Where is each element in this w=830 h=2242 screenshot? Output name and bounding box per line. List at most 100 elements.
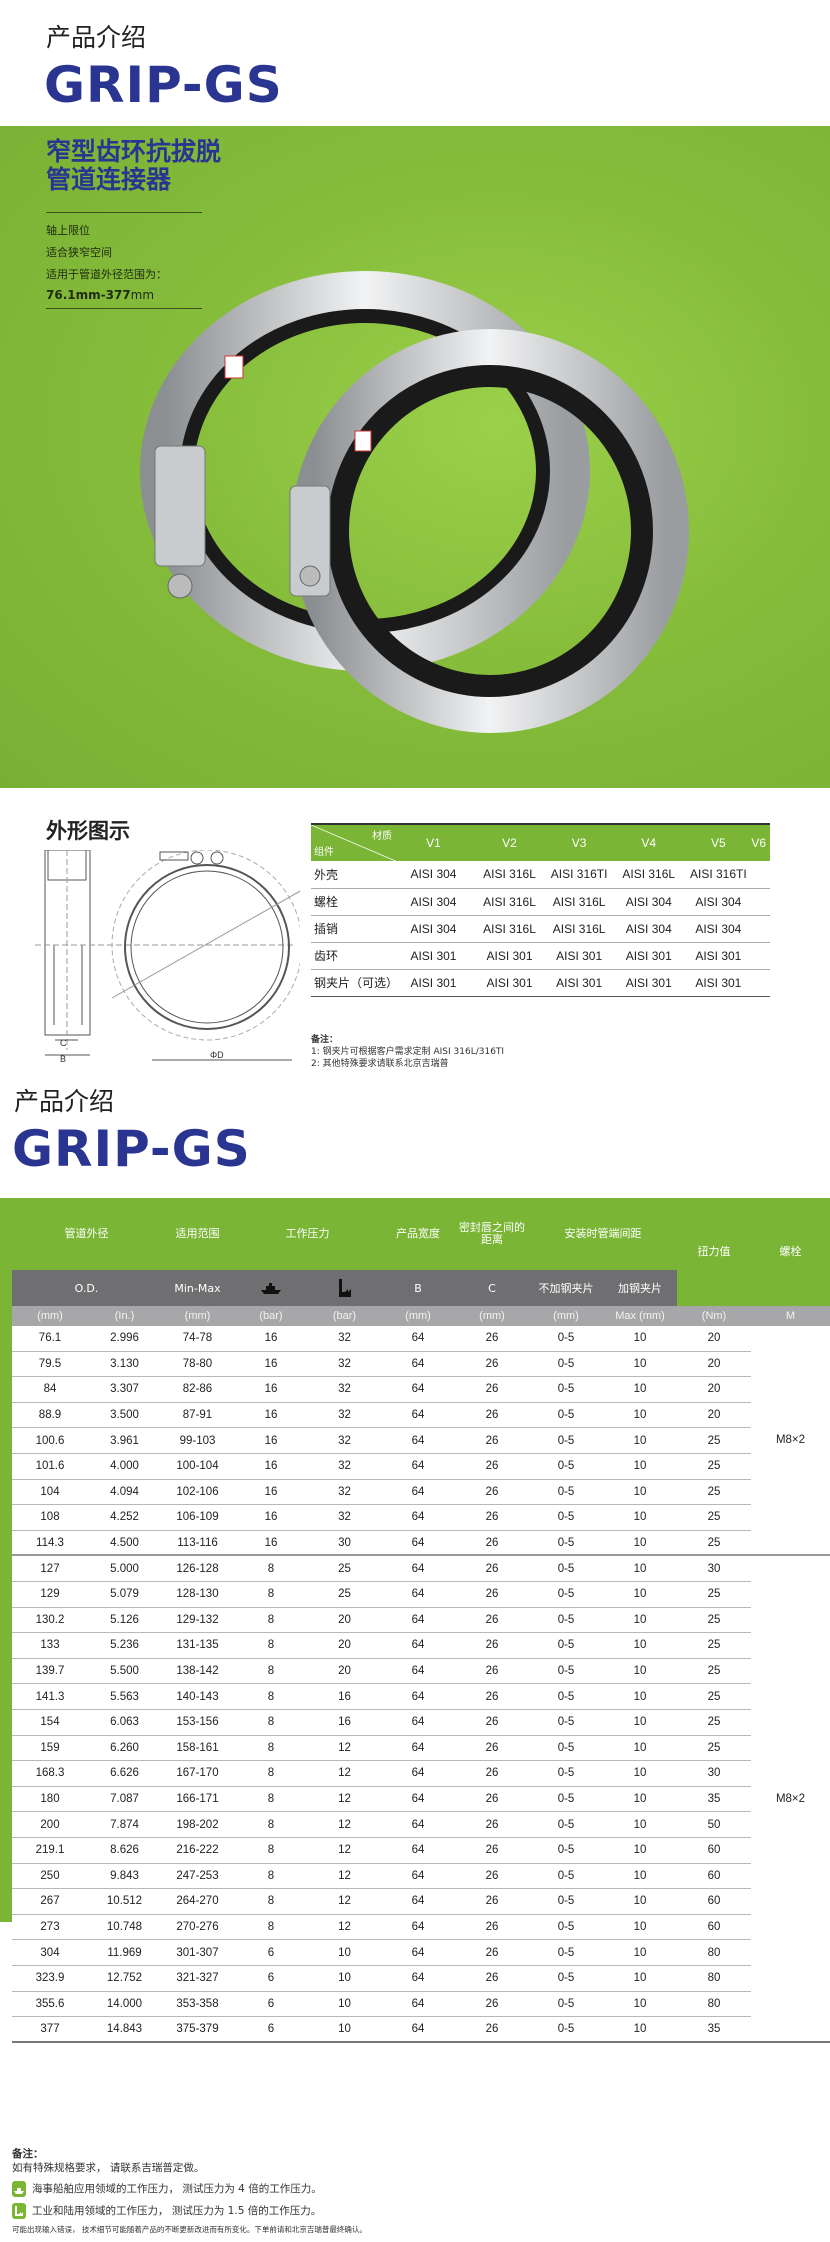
table-row: 355.6 14.000 353-358 6 10 64 26 0-5 10 80 <box>12 1992 751 2018</box>
table-cell: 10.512 <box>106 1895 143 1908</box>
table-cell: 304 <box>40 1946 60 1959</box>
table-row: 154 6.063 153-156 8 16 64 26 0-5 10 25 <box>12 1710 751 1736</box>
component-name: 齿环 <box>311 942 398 970</box>
table-cell: 64 <box>411 1946 425 1959</box>
table-cell: 26 <box>485 1767 499 1780</box>
table-cell: 5.000 <box>110 1562 139 1575</box>
table-cell: 32 <box>338 1434 351 1447</box>
table-cell: 8 <box>267 1895 275 1908</box>
table-cell: 10 <box>338 1972 351 1985</box>
section-kicker: 产品介绍 <box>46 23 147 52</box>
table-cell: 0-5 <box>557 2022 575 2035</box>
table-cell: 14.000 <box>106 1997 143 2010</box>
table-cell: 26 <box>485 1716 499 1729</box>
table-cell: 30 <box>338 1536 351 1549</box>
table-cell: 26 <box>485 1639 499 1652</box>
table-cell: 12 <box>338 1869 351 1882</box>
table-row: 100.6 3.961 99-103 16 32 64 26 0-5 10 25 <box>12 1428 751 1454</box>
table-cell: 25 <box>707 1588 721 1601</box>
table-cell: 126-128 <box>176 1562 219 1575</box>
table-cell: 64 <box>411 1741 425 1754</box>
table-row: 129 5.079 128-130 8 25 64 26 0-5 10 25 <box>12 1582 751 1608</box>
table-cell: 264-270 <box>176 1895 219 1908</box>
table-cell: 26 <box>485 1357 499 1370</box>
unit-header: (bar) <box>308 1306 381 1326</box>
diagonal-header-cell: 材质 组件 <box>311 823 398 862</box>
col-v4: V4 <box>608 823 690 861</box>
table-cell: 0-5 <box>557 1997 575 2010</box>
table-cell: 102-106 <box>176 1485 219 1498</box>
table-cell: 26 <box>485 1562 499 1575</box>
material-row: 插销 AISI 304 AISI 316L AISI 316L AISI 304 AISI… <box>311 915 770 943</box>
feature-item: 轴上限位 <box>46 224 90 237</box>
table-cell: 25 <box>707 1434 721 1447</box>
material-row: 外壳 AISI 304 AISI 316L AISI 316TI AISI 316L AI… <box>311 861 770 889</box>
table-cell: 4.252 <box>110 1511 139 1524</box>
table-cell: 78-80 <box>182 1357 213 1370</box>
table-cell: 10 <box>633 1818 647 1831</box>
materials-table: 材质 组件 V1 V2 V3 V4 V5 V6 外壳 AISI 304 AISI 3… <box>311 823 770 997</box>
table-cell: 26 <box>485 1946 499 1959</box>
table-cell: 6.260 <box>110 1741 139 1754</box>
table-cell: 375-379 <box>176 2022 219 2035</box>
table-cell: 32 <box>338 1409 351 1422</box>
table-cell: 25 <box>707 1665 721 1678</box>
table-cell: 26 <box>485 1332 499 1345</box>
table-cell: 12 <box>338 1818 351 1831</box>
table-cell: 12 <box>338 1921 351 1934</box>
table-cell: 16 <box>264 1383 278 1396</box>
table-cell: 0-5 <box>557 1844 575 1857</box>
table-cell: 64 <box>411 1409 425 1422</box>
material-cell: AISI 304 <box>608 915 690 943</box>
col-v1: V1 <box>398 823 469 861</box>
table-cell: 14.843 <box>106 2022 143 2035</box>
material-cell: AISI 304 <box>398 861 469 889</box>
table-cell: 64 <box>411 1665 425 1678</box>
material-cell: AISI 301 <box>608 969 690 997</box>
table-row: 104 4.094 102-106 16 32 64 26 0-5 10 25 <box>12 1480 751 1506</box>
ship-icon <box>12 2181 26 2197</box>
table-row: 130.2 5.126 129-132 8 20 64 26 0-5 10 25 <box>12 1608 751 1634</box>
table-cell: 166-171 <box>176 1793 219 1806</box>
table-cell: 301-307 <box>176 1946 219 1959</box>
sub-header-od: O.D. <box>12 1270 161 1306</box>
table-cell: 200 <box>40 1818 60 1831</box>
component-name: 螺栓 <box>311 888 398 916</box>
material-cell: AISI 316L <box>468 915 551 943</box>
label-b: B <box>60 1054 66 1064</box>
bolt-size: M8×2 <box>775 1792 806 1805</box>
table-cell: 64 <box>411 1332 425 1345</box>
table-cell: 10 <box>633 1485 647 1498</box>
hero-banner: 窄型齿环抗拔脱 管道连接器 轴上限位 适合狭窄空间 适用于管道外径范围为： 76.… <box>0 126 830 788</box>
table-cell: 25 <box>707 1511 721 1524</box>
table-cell: 64 <box>411 1895 425 1908</box>
table-cell: 5.236 <box>110 1639 139 1652</box>
material-cell <box>747 969 770 997</box>
table-cell: 64 <box>411 1690 425 1703</box>
table-cell: 10 <box>633 1921 647 1934</box>
table-cell: 12 <box>338 1741 351 1754</box>
col-v2: V2 <box>468 823 551 861</box>
table-cell: 8 <box>267 1716 275 1729</box>
table-cell: 64 <box>411 1997 425 2010</box>
table-cell: 12 <box>338 1767 351 1780</box>
table-cell: 10 <box>633 1409 647 1422</box>
table-cell: 101.6 <box>35 1460 65 1473</box>
table-cell: 82-86 <box>182 1383 213 1396</box>
table-cell: 64 <box>411 1613 425 1626</box>
table-cell: 12 <box>338 1895 351 1908</box>
table-cell: 26 <box>485 1511 499 1524</box>
table-cell: 273 <box>40 1921 60 1934</box>
table-cell: 0-5 <box>557 1357 575 1370</box>
table-cell: 0-5 <box>557 1485 575 1498</box>
unit-header: (mm) <box>455 1306 529 1326</box>
table-cell: 20 <box>338 1665 351 1678</box>
table-cell: 25 <box>707 1460 721 1473</box>
table-cell: 8 <box>267 1869 275 1882</box>
table-cell: 130.2 <box>35 1613 65 1626</box>
table-cell: 88.9 <box>38 1409 62 1422</box>
table-row: 76.1 2.996 74-78 16 32 64 26 0-5 10 20 <box>12 1326 751 1352</box>
table-cell: 26 <box>485 1741 499 1754</box>
table-cell: 0-5 <box>557 1332 575 1345</box>
table-cell: 64 <box>411 1844 425 1857</box>
